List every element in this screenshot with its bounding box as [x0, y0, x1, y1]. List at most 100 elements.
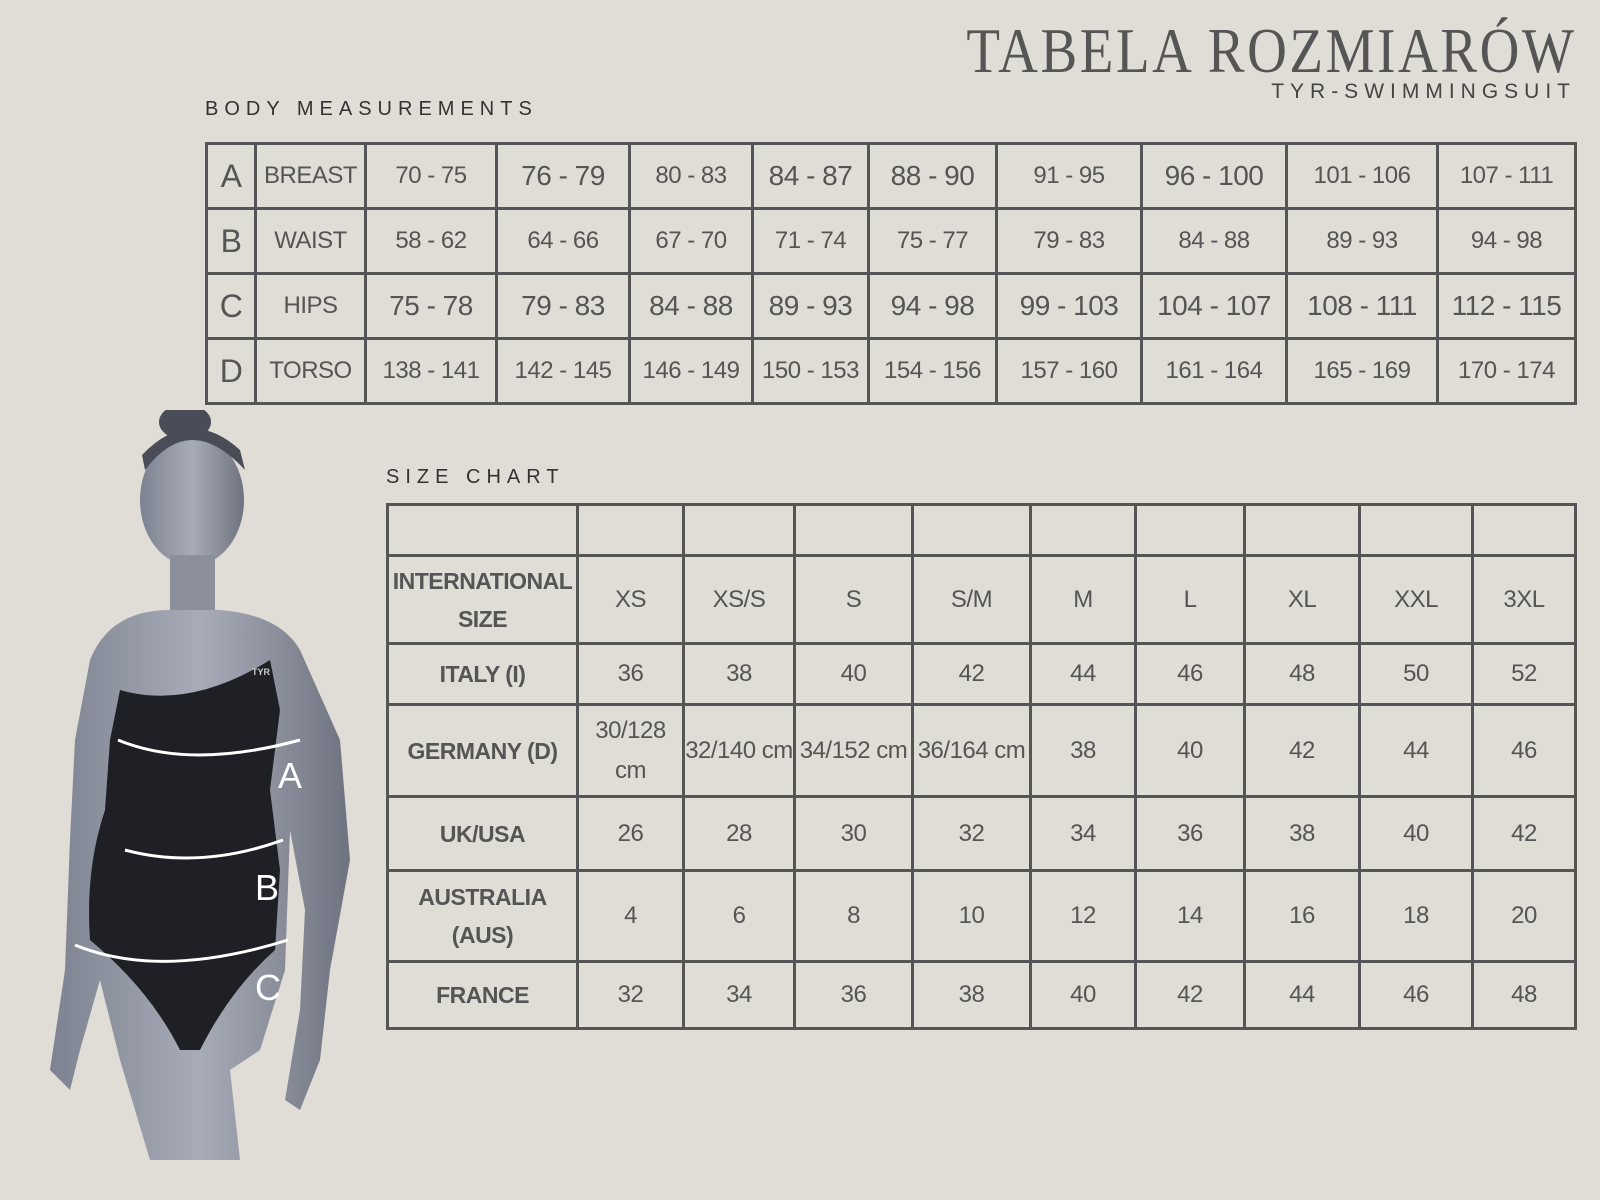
table-cell: 64 - 66: [495, 207, 631, 275]
table-cell: 142 - 145: [495, 337, 631, 405]
table-cell: XS: [576, 554, 685, 645]
table-cell: 34: [1029, 795, 1137, 872]
table-cell: M: [1029, 554, 1137, 645]
table-cell: 94 - 98: [867, 272, 998, 340]
table-cell: 4: [576, 869, 685, 963]
table-cell: 42: [1243, 703, 1361, 798]
table-cell: 79 - 83: [995, 207, 1143, 275]
table-cell: 6: [682, 869, 796, 963]
table-cell: 50: [1358, 642, 1474, 706]
table-cell: 79 - 83: [495, 272, 631, 340]
table-cell: 40: [1358, 795, 1474, 872]
model-figure-image: TYR A B C: [50, 410, 350, 1160]
page-title: TABELA ROZMIARÓW: [965, 15, 1576, 86]
table-cell: L: [1134, 554, 1246, 645]
table-cell: 38: [682, 642, 796, 706]
table-row: ITALY (I) 36 38 40 42 44 46 48 50 52: [386, 642, 1577, 706]
table-cell: 96 - 100: [1140, 142, 1288, 210]
table-cell: [682, 503, 796, 557]
table-cell: 30/128 cm: [576, 703, 685, 798]
table-cell: 18: [1358, 869, 1474, 963]
table-cell: 44: [1029, 642, 1137, 706]
table-cell: 89 - 93: [1285, 207, 1439, 275]
table-row: C HIPS 75 - 78 79 - 83 84 - 88 89 - 93 94 - 98…: [205, 272, 1577, 340]
table-cell: 44: [1243, 960, 1361, 1030]
table-cell: 146 - 149: [628, 337, 754, 405]
table-row: A BREAST 70 - 75 76 - 79 80 - 83 84 - 87 88 - …: [205, 142, 1577, 210]
table-cell: 14: [1134, 869, 1246, 963]
table-cell: 32/140 cm: [682, 703, 796, 798]
table-cell: [911, 503, 1032, 557]
table-cell: 88 - 90: [867, 142, 998, 210]
table-row: FRANCE 32 34 36 38 40 42 44 46 48: [386, 960, 1577, 1030]
table-cell: 75 - 77: [867, 207, 998, 275]
table-cell: 91 - 95: [995, 142, 1143, 210]
table-cell: 150 - 153: [751, 337, 870, 405]
row-label: INTERNATIONAL SIZE: [386, 554, 579, 645]
size-chart-table: INTERNATIONAL SIZE XS XS/S S S/M M L XL XXL 3XL IT…: [386, 503, 1577, 1030]
table-cell: 42: [911, 642, 1032, 706]
row-label: TORSO: [254, 337, 367, 405]
table-cell: [1471, 503, 1577, 557]
swimsuit: [89, 660, 280, 1050]
table-cell: 84 - 88: [1140, 207, 1288, 275]
table-cell: 40: [1134, 703, 1246, 798]
table-cell: 104 - 107: [1140, 272, 1288, 340]
table-cell: S/M: [911, 554, 1032, 645]
table-cell: XXL: [1358, 554, 1474, 645]
table-cell: 52: [1471, 642, 1577, 706]
table-cell: 138 - 141: [364, 337, 498, 405]
table-cell: 38: [1029, 703, 1137, 798]
table-row: D TORSO 138 - 141 142 - 145 146 - 149 150 - 1…: [205, 337, 1577, 405]
table-cell: 36: [576, 642, 685, 706]
table-cell: [1029, 503, 1137, 557]
table-row: B WAIST 58 - 62 64 - 66 67 - 70 71 - 74 75 - 7…: [205, 207, 1577, 275]
table-cell: 20: [1471, 869, 1577, 963]
table-cell: 26: [576, 795, 685, 872]
table-cell: 44: [1358, 703, 1474, 798]
table-cell: [576, 503, 685, 557]
table-cell: 38: [1243, 795, 1361, 872]
table-cell: [1243, 503, 1361, 557]
table-cell: 48: [1243, 642, 1361, 706]
table-cell: 84 - 88: [628, 272, 754, 340]
table-cell: 36: [793, 960, 914, 1030]
table-cell: 170 - 174: [1436, 337, 1577, 405]
page-subtitle: TYR-SWIMMINGSUIT: [1271, 80, 1576, 103]
row-label: UK/USA: [386, 795, 579, 872]
row-label: FRANCE: [386, 960, 579, 1030]
row-letter: B: [205, 207, 257, 275]
row-label: WAIST: [254, 207, 367, 275]
table-row: UK/USA 26 28 30 32 34 36 38 40 42: [386, 795, 1577, 872]
table-row: [386, 503, 1577, 557]
table-cell: 32: [911, 795, 1032, 872]
marker-a: A: [278, 755, 302, 796]
table-cell: 89 - 93: [751, 272, 870, 340]
table-cell: 71 - 74: [751, 207, 870, 275]
table-cell: 40: [793, 642, 914, 706]
table-cell: 161 - 164: [1140, 337, 1288, 405]
table-cell: 67 - 70: [628, 207, 754, 275]
table-cell: 80 - 83: [628, 142, 754, 210]
table-cell: 157 - 160: [995, 337, 1143, 405]
table-cell: 76 - 79: [495, 142, 631, 210]
table-cell: 34/152 cm: [793, 703, 914, 798]
table-cell: 46: [1471, 703, 1577, 798]
row-letter: C: [205, 272, 257, 340]
table-cell: 30: [793, 795, 914, 872]
table-cell: 46: [1358, 960, 1474, 1030]
head: [140, 434, 244, 566]
table-cell: XL: [1243, 554, 1361, 645]
tyr-logo: TYR: [252, 667, 271, 677]
body-measurements-table: A BREAST 70 - 75 76 - 79 80 - 83 84 - 87 88 - …: [205, 142, 1577, 405]
table-cell: 3XL: [1471, 554, 1577, 645]
table-cell: [1358, 503, 1474, 557]
table-cell: [1134, 503, 1246, 557]
row-label: HIPS: [254, 272, 367, 340]
row-label: ITALY (I): [386, 642, 579, 706]
table-cell: 75 - 78: [364, 272, 498, 340]
row-label: GERMANY (D): [386, 703, 579, 798]
row-label: BREAST: [254, 142, 367, 210]
marker-c: C: [255, 967, 281, 1008]
table-cell: 107 - 111: [1436, 142, 1577, 210]
